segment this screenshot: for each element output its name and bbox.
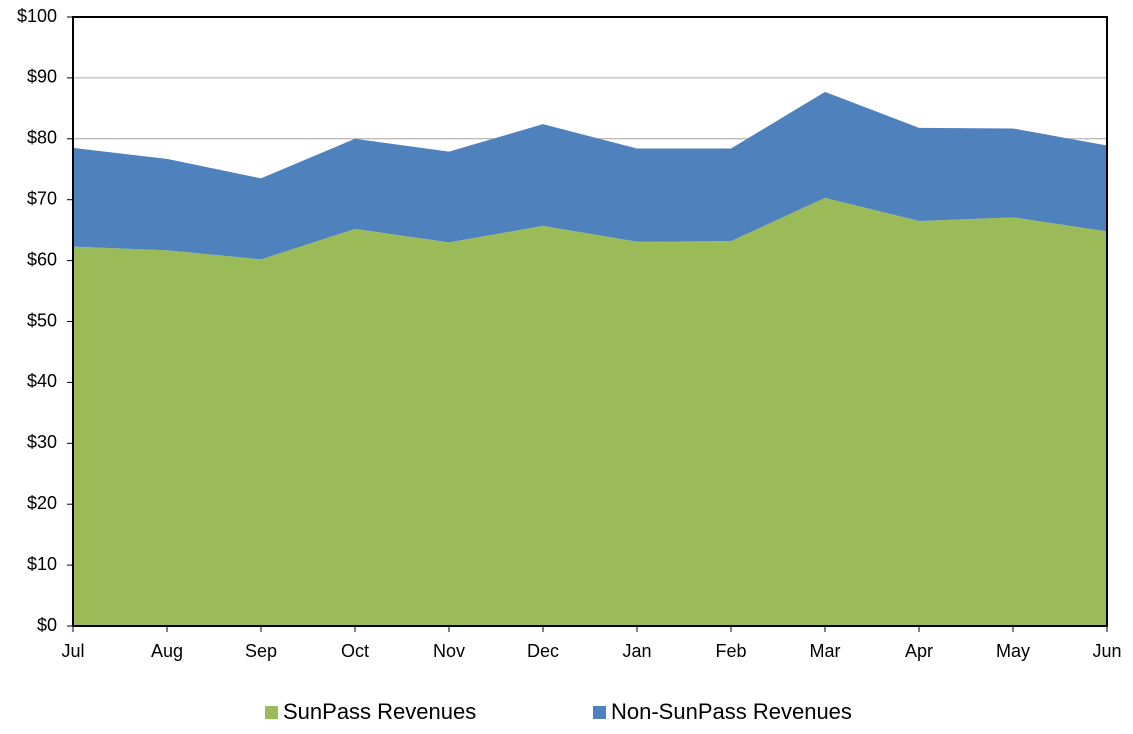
legend-label: Non-SunPass Revenues bbox=[611, 699, 852, 724]
y-tick-label: $20 bbox=[27, 493, 57, 513]
x-tick-label: Feb bbox=[715, 641, 746, 661]
legend-swatch bbox=[265, 706, 278, 719]
legend-label: SunPass Revenues bbox=[283, 699, 476, 724]
y-tick-label: $0 bbox=[37, 615, 57, 635]
area bbox=[73, 91, 1107, 260]
x-tick-label: May bbox=[996, 641, 1030, 661]
area bbox=[73, 197, 1107, 627]
y-tick-label: $40 bbox=[27, 371, 57, 391]
x-tick-label: Mar bbox=[810, 641, 841, 661]
y-tick-label: $60 bbox=[27, 249, 57, 269]
legend-swatch bbox=[593, 706, 606, 719]
y-tick-label: $10 bbox=[27, 554, 57, 574]
y-tick-label: $80 bbox=[27, 128, 57, 148]
plot-border bbox=[72, 16, 1108, 627]
x-tick-label: Jun bbox=[1092, 641, 1121, 661]
x-tick-label: Jul bbox=[61, 641, 84, 661]
x-tick-label: Dec bbox=[527, 641, 559, 661]
x-tick-label: Apr bbox=[905, 641, 933, 661]
y-tick-label: $100 bbox=[17, 6, 57, 26]
y-tick-label: $50 bbox=[27, 310, 57, 330]
x-tick-label: Nov bbox=[433, 641, 465, 661]
x-tick-label: Sep bbox=[245, 641, 277, 661]
x-tick-label: Oct bbox=[341, 641, 369, 661]
y-tick-label: $30 bbox=[27, 432, 57, 452]
x-tick-label: Aug bbox=[151, 641, 183, 661]
x-tick-label: Jan bbox=[622, 641, 651, 661]
y-tick-label: $90 bbox=[27, 67, 57, 87]
y-tick-label: $70 bbox=[27, 188, 57, 208]
